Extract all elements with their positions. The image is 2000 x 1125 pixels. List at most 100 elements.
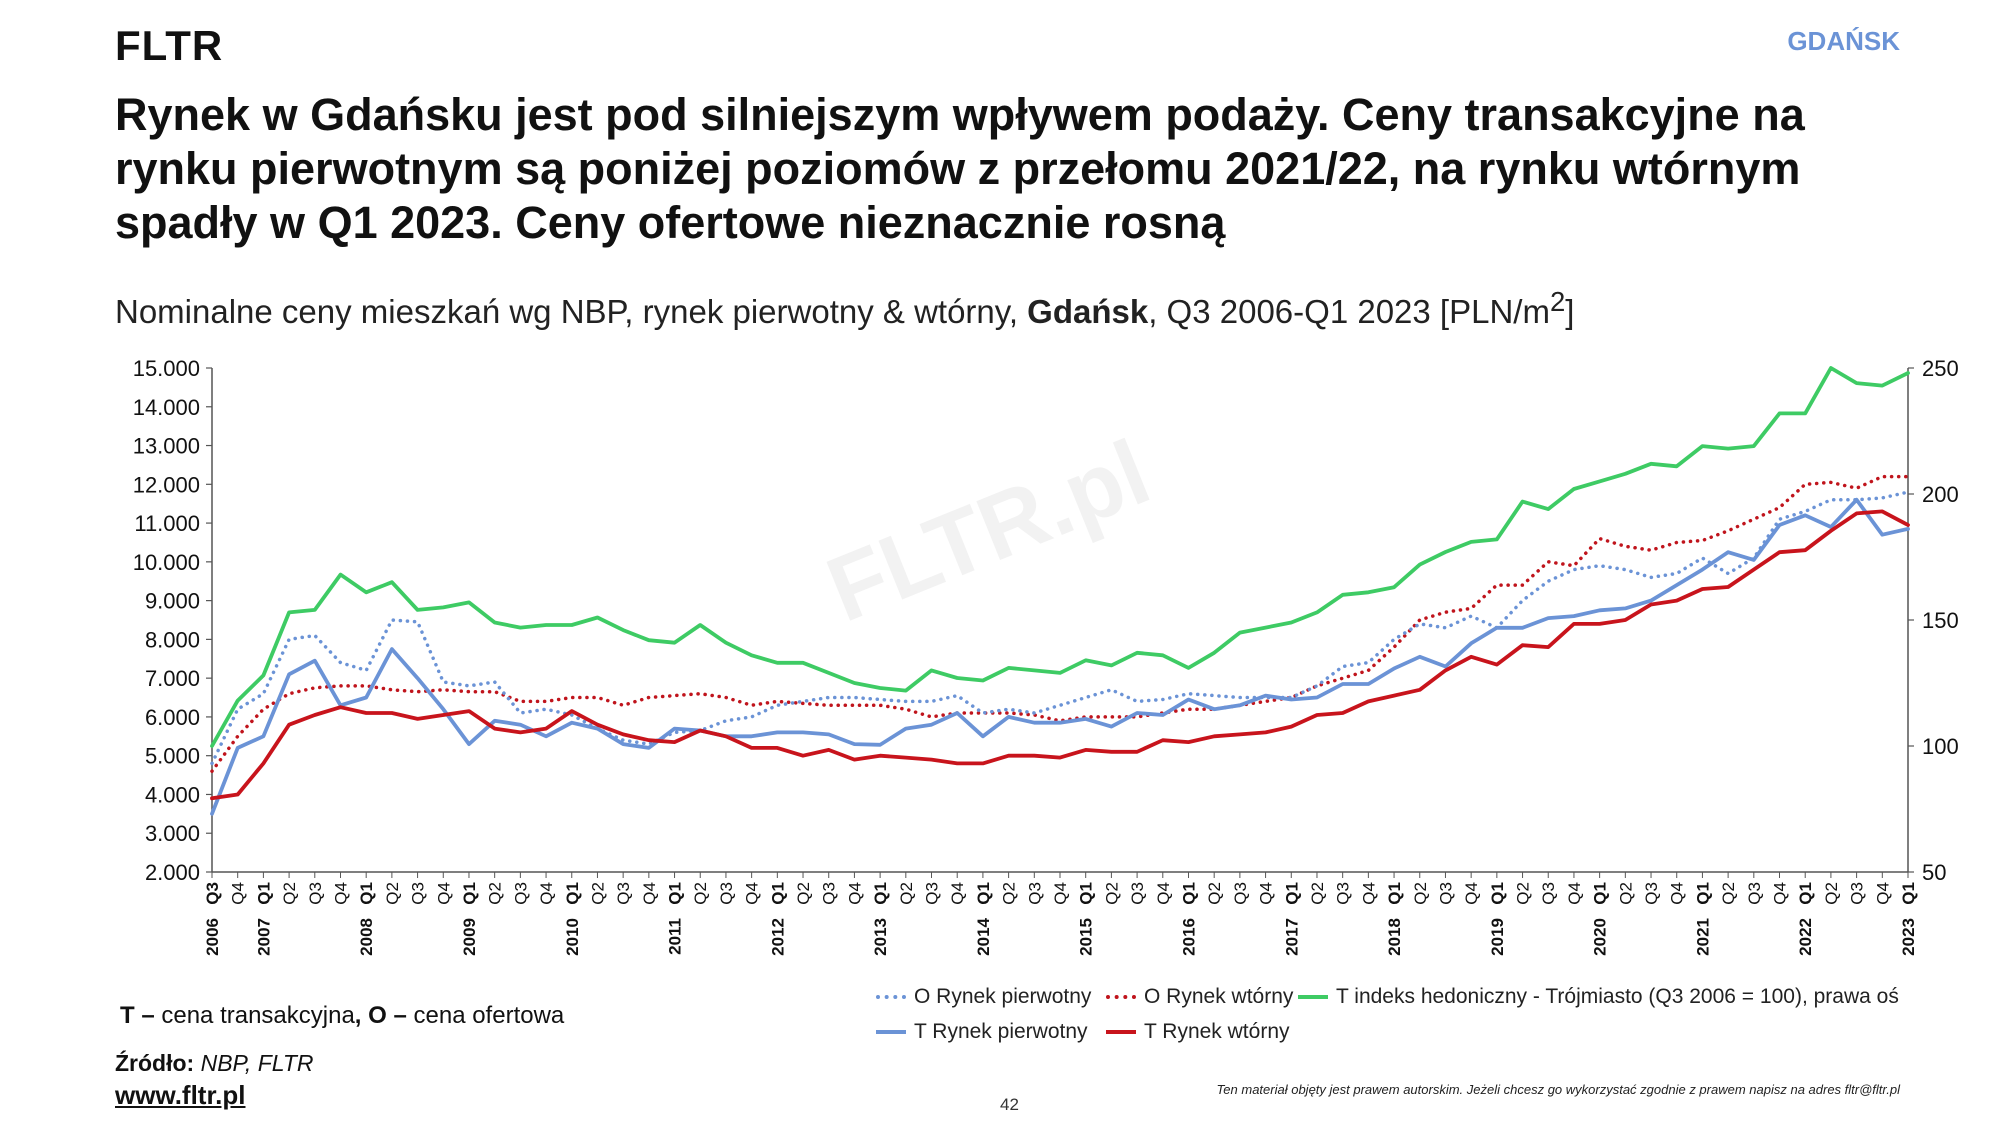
x-tick-label: Q3 bbox=[923, 882, 942, 905]
source: Źródło: NBP, FLTR bbox=[115, 1050, 314, 1077]
legend-o-secondary-swatch bbox=[1106, 995, 1136, 999]
x-year-label: 2019 bbox=[1488, 918, 1507, 956]
legend-t-secondary: T Rynek wtórny bbox=[1106, 1020, 1290, 1044]
subtitle-end: ] bbox=[1565, 293, 1575, 330]
x-tick-label: Q3 bbox=[717, 882, 736, 905]
chart-subtitle: Nominalne ceny mieszkań wg NBP, rynek pi… bbox=[115, 286, 1574, 331]
series-o-primary bbox=[210, 490, 1910, 766]
subtitle-range: , Q3 2006-Q1 2023 [PLN/m bbox=[1148, 293, 1550, 330]
x-tick-label: Q4 bbox=[537, 882, 556, 905]
x-tick-label: Q1 bbox=[768, 882, 787, 905]
x-tick-label: Q4 bbox=[434, 882, 453, 905]
x-tick-label: Q4 bbox=[331, 882, 350, 905]
x-year-label: 2010 bbox=[563, 918, 582, 956]
x-tick-label: Q2 bbox=[280, 882, 299, 905]
x-tick-label: Q3 bbox=[820, 882, 839, 905]
y-tick-label: 3.000 bbox=[145, 821, 200, 846]
legend-t-index: T indeks hedoniczny - Trójmiasto (Q3 200… bbox=[1298, 985, 1899, 1009]
x-tick-label: Q1 bbox=[1591, 882, 1610, 905]
y-tick-label: 10.000 bbox=[133, 550, 200, 575]
x-tick-label: Q1 bbox=[1796, 882, 1815, 905]
x-tick-label: Q3 bbox=[1231, 882, 1250, 905]
x-tick-label: Q3 bbox=[1334, 882, 1353, 905]
y-tick-label: 14.000 bbox=[133, 395, 200, 420]
x-tick-label: Q2 bbox=[1000, 882, 1019, 905]
x-tick-label: Q3 bbox=[1128, 882, 1147, 905]
x-tick-label: Q1 bbox=[563, 882, 582, 905]
y-tick-label: 8.000 bbox=[145, 627, 200, 652]
city-label: GDAŃSK bbox=[1787, 26, 1900, 56]
legend-t-primary-label: T Rynek pierwotny bbox=[914, 1020, 1088, 1043]
price-type-note: T – cena transakcyjna, O – cena ofertowa bbox=[120, 1002, 564, 1030]
x-tick-label: Q4 bbox=[1565, 882, 1584, 905]
x-tick-label: Q4 bbox=[1771, 882, 1790, 905]
y-tick-label: 12.000 bbox=[133, 472, 200, 497]
legend-t-primary-swatch bbox=[876, 1030, 906, 1034]
y2-tick-label: 200 bbox=[1922, 482, 1959, 507]
x-year-label: 2022 bbox=[1796, 918, 1815, 956]
website-link[interactable]: www.fltr.pl bbox=[115, 1080, 246, 1110]
x-tick-label: Q3 bbox=[1539, 882, 1558, 905]
x-tick-label: Q2 bbox=[1411, 882, 1430, 905]
x-tick-label: Q1 bbox=[974, 882, 993, 905]
subtitle-sup: 2 bbox=[1549, 286, 1566, 317]
legend-o-secondary: O Rynek wtórny bbox=[1106, 985, 1293, 1009]
x-tick-label: Q1 bbox=[666, 882, 685, 905]
y-tick-label: 13.000 bbox=[133, 434, 200, 459]
note-t-key: T – bbox=[120, 1002, 155, 1029]
x-year-label: 2009 bbox=[460, 918, 479, 956]
x-tick-label: Q4 bbox=[1668, 882, 1687, 905]
watermark: FLTR.pl bbox=[814, 421, 1163, 641]
note-sep: , bbox=[354, 1002, 369, 1029]
x-tick-label: Q2 bbox=[1616, 882, 1635, 905]
page-number: 42 bbox=[1000, 1095, 1019, 1114]
x-tick-label: Q1 bbox=[254, 882, 273, 905]
x-tick-label: Q3 bbox=[203, 882, 222, 905]
page-title: Rynek w Gdańsku jest pod silniejszym wpł… bbox=[115, 89, 1805, 248]
x-year-label: 2008 bbox=[357, 918, 376, 956]
x-tick-label: Q4 bbox=[1359, 882, 1378, 905]
x-tick-label: Q2 bbox=[1308, 882, 1327, 905]
x-tick-label: Q4 bbox=[640, 882, 659, 905]
x-tick-label: Q4 bbox=[1462, 882, 1481, 905]
x-tick-label: Q1 bbox=[1899, 882, 1918, 905]
brand-logo: FLTR bbox=[115, 22, 224, 69]
x-year-label: 2018 bbox=[1385, 918, 1404, 956]
x-tick-label: Q4 bbox=[845, 882, 864, 905]
x-year-label: 2007 bbox=[254, 918, 273, 956]
x-tick-label: Q2 bbox=[691, 882, 710, 905]
series-t-secondary bbox=[210, 509, 1910, 801]
y-tick-label: 4.000 bbox=[145, 782, 200, 807]
y-tick-label: 2.000 bbox=[145, 860, 200, 885]
x-tick-label: Q2 bbox=[486, 882, 505, 905]
source-label: Źródło: bbox=[115, 1050, 195, 1076]
x-year-label: 2014 bbox=[974, 917, 993, 955]
x-tick-label: Q2 bbox=[1822, 882, 1841, 905]
x-tick-label: Q1 bbox=[1693, 882, 1712, 905]
note-o-text: cena ofertowa bbox=[406, 1002, 565, 1029]
source-text: NBP, FLTR bbox=[194, 1050, 314, 1076]
x-tick-label: Q2 bbox=[794, 882, 813, 905]
x-tick-label: Q4 bbox=[1873, 882, 1892, 905]
x-tick-label: Q3 bbox=[1745, 882, 1764, 905]
copyright-note: Ten materiał objęty jest prawem autorski… bbox=[1216, 1082, 1900, 1097]
note-o-key: O – bbox=[368, 1002, 407, 1029]
legend-t-secondary-swatch bbox=[1106, 1030, 1136, 1034]
series-t-primary bbox=[210, 497, 1910, 816]
x-year-label: 2017 bbox=[1282, 918, 1301, 956]
x-tick-label: Q1 bbox=[1179, 882, 1198, 905]
x-tick-label: Q3 bbox=[614, 882, 633, 905]
x-year-label: 2020 bbox=[1591, 918, 1610, 956]
y-tick-label: 6.000 bbox=[145, 705, 200, 730]
x-tick-label: Q2 bbox=[383, 882, 402, 905]
x-tick-label: Q4 bbox=[229, 882, 248, 905]
x-tick-label: Q3 bbox=[1436, 882, 1455, 905]
legend-o-secondary-label: O Rynek wtórny bbox=[1144, 985, 1294, 1008]
x-year-label: 2016 bbox=[1179, 918, 1198, 956]
x-tick-label: Q4 bbox=[743, 882, 762, 905]
x-tick-label: Q1 bbox=[1488, 882, 1507, 905]
x-year-label: 2012 bbox=[768, 918, 787, 956]
x-tick-label: Q1 bbox=[1282, 882, 1301, 905]
legend-t-index-label: T indeks hedoniczny - Trójmiasto (Q3 200… bbox=[1336, 985, 1899, 1008]
x-tick-label: Q1 bbox=[460, 882, 479, 905]
